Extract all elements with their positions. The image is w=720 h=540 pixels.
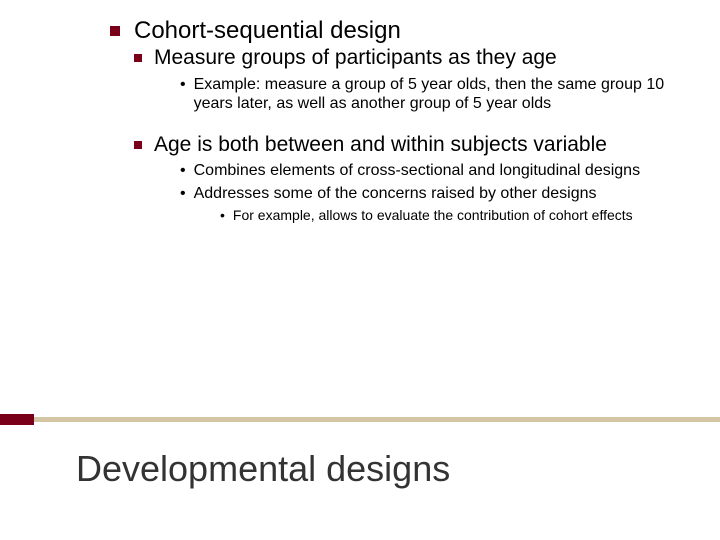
divider-line (0, 417, 720, 422)
level4-text: For example, allows to evaluate the cont… (233, 207, 633, 225)
accent-block (0, 414, 34, 425)
divider-bar (0, 417, 720, 422)
square-bullet-icon (134, 54, 142, 62)
level3-item: • Combines elements of cross-sectional a… (180, 161, 680, 180)
level2-item: Age is both between and within subjects … (134, 133, 680, 157)
level3-text: Combines elements of cross-sectional and… (194, 161, 640, 180)
level1-text: Cohort-sequential design (134, 18, 401, 44)
level3-item: • Addresses some of the concerns raised … (180, 184, 680, 203)
level1-item: Cohort-sequential design (110, 18, 680, 44)
dot-bullet-icon: • (180, 161, 186, 180)
dot-bullet-icon: • (180, 75, 186, 94)
level2-text: Age is both between and within subjects … (154, 133, 607, 157)
square-bullet-icon (134, 141, 142, 149)
square-bullet-icon (110, 26, 120, 36)
level2-text: Measure groups of participants as they a… (154, 46, 557, 70)
level4-item: • For example, allows to evaluate the co… (220, 207, 680, 225)
slide-content: Cohort-sequential design Measure groups … (0, 0, 720, 225)
level2-item: Measure groups of participants as they a… (134, 46, 680, 70)
level3-text: Addresses some of the concerns raised by… (194, 184, 597, 203)
level3-item: • Example: measure a group of 5 year old… (180, 75, 680, 113)
dot-bullet-icon: • (220, 207, 225, 225)
level3-text: Example: measure a group of 5 year olds,… (194, 75, 680, 113)
page-title: Developmental designs (76, 448, 450, 490)
dot-bullet-icon: • (180, 184, 186, 203)
